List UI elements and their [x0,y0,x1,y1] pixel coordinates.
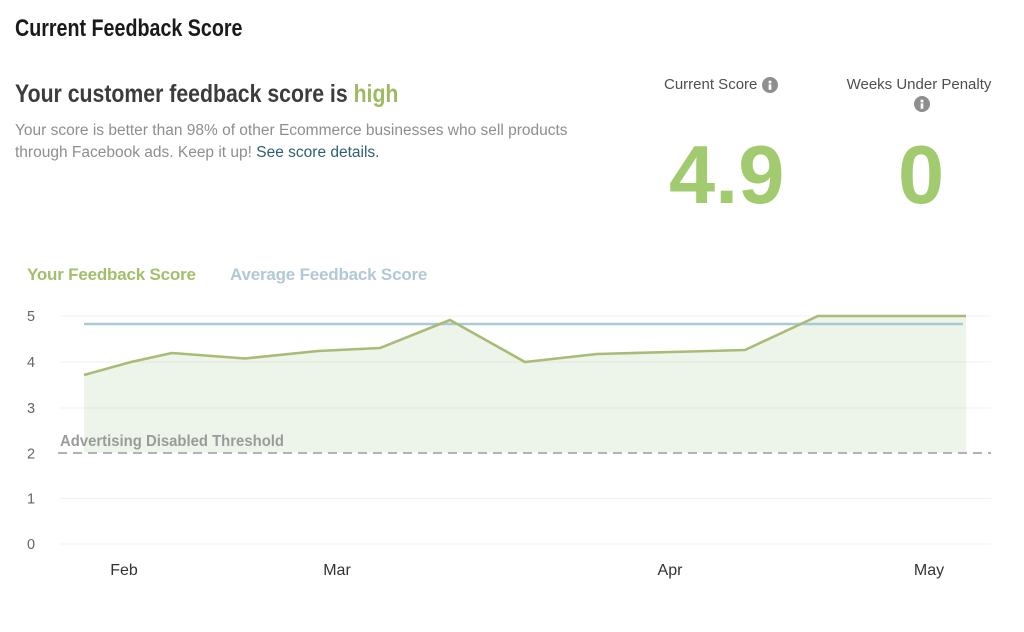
svg-text:Feb: Feb [110,562,138,579]
svg-text:0: 0 [27,537,35,553]
svg-text:2: 2 [27,447,35,463]
svg-text:May: May [914,562,944,579]
svg-text:Apr: Apr [658,562,684,579]
svg-text:1: 1 [27,492,35,508]
svg-text:Mar: Mar [323,562,351,579]
svg-text:4: 4 [27,355,35,371]
svg-text:5: 5 [27,309,35,325]
svg-text:Advertising Disabled Threshold: Advertising Disabled Threshold [60,433,284,450]
svg-text:3: 3 [27,401,35,417]
